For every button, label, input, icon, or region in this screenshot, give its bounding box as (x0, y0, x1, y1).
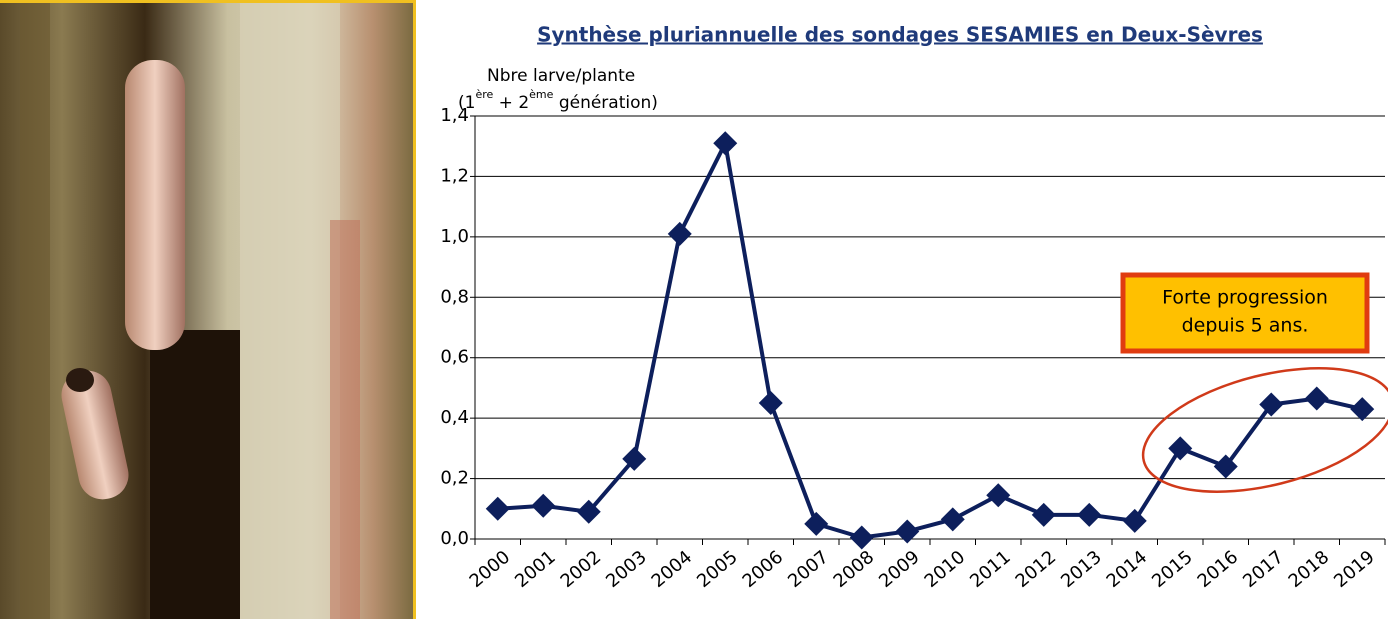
x-tick-label: 2016 (1194, 547, 1243, 593)
y-tick-label: 0,0 (440, 528, 469, 549)
annotation: depuis 5 ans. (1182, 315, 1309, 337)
data-point (531, 493, 556, 518)
x-tick-label: 2000 (466, 547, 515, 593)
y-tick-label: 0,8 (440, 286, 469, 307)
y-axis-label: Nbre larve/plante (487, 66, 635, 86)
y-axis-label: (1ère + 2ème génération) (458, 88, 658, 113)
data-point (622, 446, 647, 471)
x-tick-label: 2007 (784, 547, 833, 593)
data-point (667, 221, 692, 246)
data-point (986, 483, 1011, 508)
data-point (895, 519, 920, 544)
y-tick-label: 1,2 (440, 165, 469, 186)
x-tick-label: 2005 (693, 547, 742, 593)
data-point (1168, 436, 1193, 461)
x-tick-label: 2002 (557, 547, 606, 593)
data-point (849, 525, 874, 550)
data-point (485, 496, 510, 521)
y-tick-label: 1,0 (440, 226, 469, 247)
y-tick-label: 0,2 (440, 468, 469, 489)
x-tick-label: 2010 (921, 547, 970, 593)
data-point (1259, 392, 1284, 417)
x-tick-label: 2006 (739, 547, 788, 593)
x-tick-label: 2008 (830, 547, 879, 593)
x-tick-label: 2015 (1148, 547, 1197, 593)
x-tick-label: 2012 (1012, 547, 1061, 593)
data-point (576, 499, 601, 524)
y-tick-label: 0,6 (440, 347, 469, 368)
highlight-ellipse (1141, 367, 1388, 493)
y-tick-label: 0,4 (440, 407, 469, 428)
annotation: Forte progression (1162, 287, 1328, 309)
y-tick-label: 1,4 (440, 105, 469, 126)
data-point (940, 507, 965, 532)
x-tick-label: 2014 (1103, 547, 1152, 593)
data-point (758, 391, 783, 416)
x-tick-label: 2019 (1330, 547, 1379, 593)
x-tick-label: 2011 (966, 547, 1015, 593)
photo (0, 0, 416, 619)
data-point (1350, 397, 1375, 422)
data-point (804, 511, 829, 536)
x-tick-label: 2017 (1239, 547, 1288, 593)
x-tick-label: 2004 (648, 547, 697, 593)
data-point (713, 131, 738, 156)
x-tick-label: 2018 (1285, 547, 1334, 593)
chart-title: Synthèse pluriannuelle des sondages SESA… (537, 23, 1263, 47)
data-point (1122, 508, 1147, 533)
annotation-box (1120, 272, 1370, 354)
x-tick-label: 2001 (511, 547, 560, 593)
data-point (1031, 502, 1056, 527)
x-tick-label: 2009 (875, 547, 924, 593)
data-point (1077, 502, 1102, 527)
data-point (1213, 454, 1238, 479)
x-tick-label: 2013 (1057, 547, 1106, 593)
data-point (1304, 386, 1329, 411)
x-tick-label: 2003 (602, 547, 651, 593)
